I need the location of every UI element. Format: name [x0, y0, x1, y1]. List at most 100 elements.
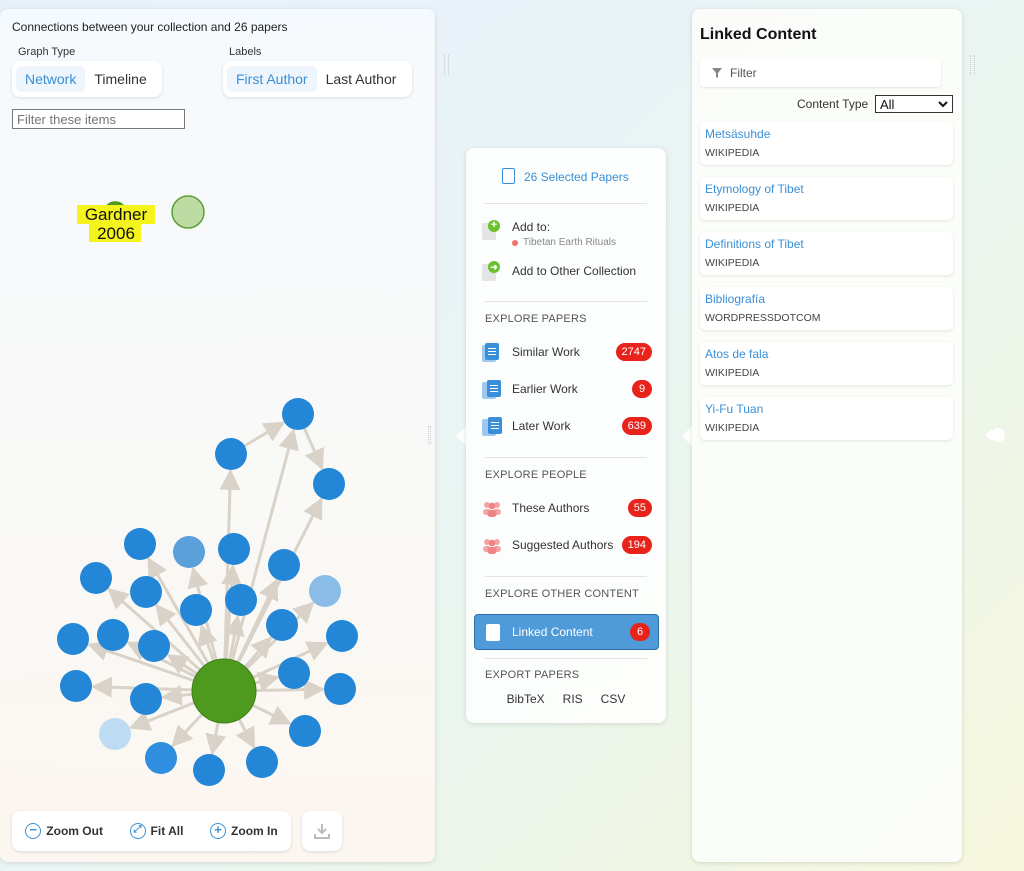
- zoom-out-button[interactable]: − Zoom Out: [25, 823, 103, 839]
- network-option[interactable]: Network: [16, 66, 86, 92]
- paper-node[interactable]: [289, 715, 321, 747]
- fit-all-label: Fit All: [150, 824, 184, 838]
- earlier-work-label: Earlier Work: [512, 382, 578, 396]
- paper-node[interactable]: [278, 657, 310, 689]
- hover-node[interactable]: [171, 195, 205, 229]
- paper-node[interactable]: [130, 576, 162, 608]
- paper-node[interactable]: [130, 683, 162, 715]
- linked-item-title[interactable]: Atos de fala: [705, 347, 769, 361]
- suggested-authors-count: 194: [621, 536, 652, 554]
- graph-edge: [235, 715, 256, 749]
- paper-node[interactable]: [326, 620, 358, 652]
- filter-items-input[interactable]: [12, 109, 185, 129]
- document-icon: [502, 168, 516, 185]
- linked-item-title[interactable]: Etymology of Tibet: [705, 182, 804, 196]
- linked-content-panel: Linked Content Filter Content Type All M…: [692, 9, 962, 862]
- network-graph[interactable]: Gardner 2006: [0, 9, 435, 809]
- filter-icon: [712, 68, 722, 78]
- export-bibtex-link[interactable]: BibTeX: [506, 692, 545, 706]
- splitter-handle-right[interactable]: [970, 55, 975, 75]
- paper-node[interactable]: [268, 549, 300, 581]
- similar-work-button[interactable]: Similar Work 2747: [482, 339, 652, 365]
- earlier-work-button[interactable]: Earlier Work 9: [482, 376, 652, 402]
- graph-edge: [235, 578, 279, 666]
- linked-item[interactable]: Definitions of Tibet WIKIPEDIA: [700, 232, 953, 275]
- selected-papers-button[interactable]: 26 Selected Papers: [502, 168, 629, 185]
- graph-edge: [243, 421, 286, 448]
- paper-node[interactable]: [215, 438, 247, 470]
- paper-node[interactable]: [225, 584, 257, 616]
- menu-divider: [485, 658, 647, 659]
- labels-toggle: First Author Last Author: [223, 61, 412, 97]
- collapse-handle-icon[interactable]: [984, 426, 1006, 444]
- add-collection-icon: +: [482, 220, 502, 240]
- paper-node[interactable]: [173, 536, 205, 568]
- linked-content-button[interactable]: Linked Content 6: [474, 614, 659, 650]
- linked-item-source: WIKIPEDIA: [705, 367, 760, 379]
- highlighted-node[interactable]: Gardner 2006: [77, 201, 155, 243]
- linked-item-title[interactable]: Metsäsuhde: [705, 127, 771, 141]
- fit-all-button[interactable]: ⤢ Fit All: [129, 823, 184, 839]
- paper-node[interactable]: [266, 609, 298, 641]
- paper-node[interactable]: [99, 718, 131, 750]
- zoom-toolbar: − Zoom Out ⤢ Fit All + Zoom In: [12, 811, 291, 851]
- export-papers-heading: EXPORT PAPERS: [485, 669, 580, 681]
- graph-title: Connections between your collection and …: [12, 20, 288, 34]
- paper-node[interactable]: [57, 623, 89, 655]
- graph-type-label: Graph Type: [18, 46, 76, 58]
- content-type-value: All: [880, 96, 895, 112]
- linked-item[interactable]: Metsäsuhde WIKIPEDIA: [700, 122, 953, 165]
- last-author-option[interactable]: Last Author: [325, 71, 397, 87]
- graph-edge: [252, 679, 326, 701]
- graph-edge: [224, 614, 245, 663]
- graph-resize-handle[interactable]: [428, 426, 431, 444]
- download-button[interactable]: [302, 811, 342, 851]
- paper-node[interactable]: [246, 746, 278, 778]
- export-csv-link[interactable]: CSV: [600, 692, 626, 706]
- labels-label: Labels: [229, 46, 262, 58]
- first-author-option[interactable]: First Author: [227, 66, 317, 92]
- add-other-collection-button[interactable]: ➜ Add to Other Collection: [482, 258, 652, 284]
- menu-divider: [485, 457, 647, 458]
- paper-node[interactable]: [313, 468, 345, 500]
- paper-node[interactable]: [80, 562, 112, 594]
- paper-node[interactable]: [124, 528, 156, 560]
- linked-item-source: WIKIPEDIA: [705, 147, 760, 159]
- similar-work-icon: [482, 342, 502, 362]
- linked-filter-placeholder: Filter: [730, 66, 757, 80]
- suggested-authors-button[interactable]: Suggested Authors 194: [482, 532, 652, 558]
- paper-node[interactable]: [309, 575, 341, 607]
- linked-item-title[interactable]: Yi-Fu Tuan: [705, 402, 764, 416]
- paper-node[interactable]: [60, 670, 92, 702]
- linked-item-title[interactable]: Bibliografía: [705, 292, 766, 306]
- linked-item[interactable]: Etymology of Tibet WIKIPEDIA: [700, 177, 953, 220]
- these-authors-button[interactable]: These Authors 55: [482, 495, 652, 521]
- linked-item[interactable]: Atos de fala WIKIPEDIA: [700, 342, 953, 385]
- content-type-select[interactable]: All: [875, 95, 953, 113]
- paper-node[interactable]: [324, 673, 356, 705]
- graph-edge: [128, 700, 198, 731]
- linked-item-source: WIKIPEDIA: [705, 257, 760, 269]
- linked-item[interactable]: Bibliografía WORDPRESSDOTCOM: [700, 287, 953, 330]
- linked-item-title[interactable]: Definitions of Tibet: [705, 237, 804, 251]
- export-ris-link[interactable]: RIS: [562, 692, 583, 706]
- splitter-handle-left[interactable]: [444, 55, 449, 75]
- paper-node[interactable]: [282, 398, 314, 430]
- zoom-in-button[interactable]: + Zoom In: [210, 823, 278, 839]
- collection-center-node[interactable]: [191, 658, 257, 724]
- similar-work-count: 2747: [615, 343, 652, 361]
- paper-node[interactable]: [193, 754, 225, 786]
- paper-node[interactable]: [97, 619, 129, 651]
- similar-work-label: Similar Work: [512, 345, 580, 359]
- paper-node[interactable]: [145, 742, 177, 774]
- timeline-option[interactable]: Timeline: [94, 71, 147, 87]
- paper-node[interactable]: [218, 533, 250, 565]
- paper-node[interactable]: [138, 630, 170, 662]
- add-to-collection-button[interactable]: + Add to: Tibetan Earth Rituals: [482, 220, 652, 252]
- graph-edge: [160, 684, 196, 706]
- linked-filter-input[interactable]: Filter: [700, 59, 941, 87]
- these-authors-count: 55: [627, 499, 652, 517]
- linked-item[interactable]: Yi-Fu Tuan WIKIPEDIA: [700, 397, 953, 440]
- later-work-button[interactable]: Later Work 639: [482, 413, 652, 439]
- paper-node[interactable]: [180, 594, 212, 626]
